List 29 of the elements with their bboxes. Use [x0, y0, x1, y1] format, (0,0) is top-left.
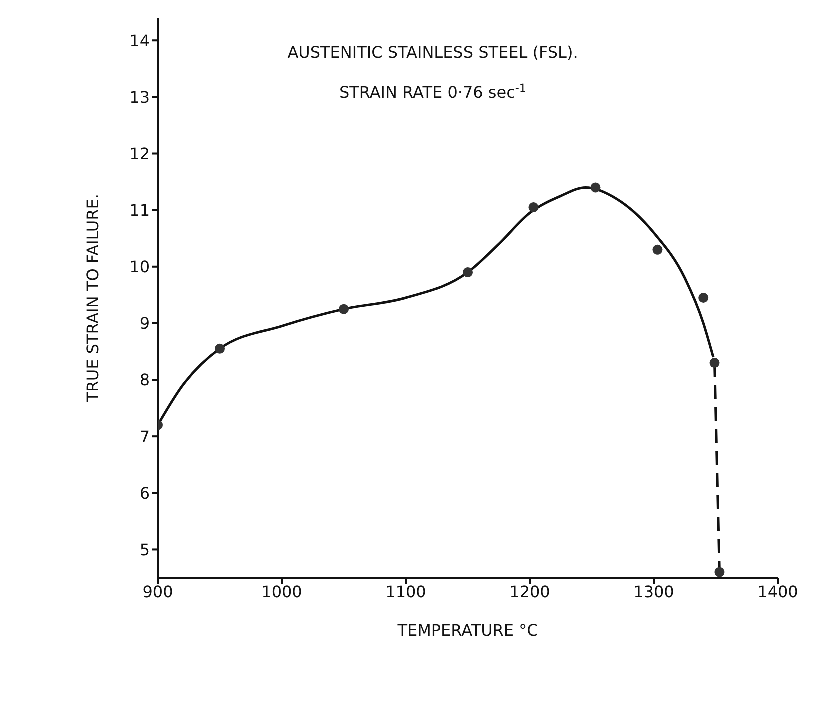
y-tick-label: 5	[140, 540, 150, 560]
point	[528, 202, 539, 212]
x-tick-label: 1300	[634, 582, 674, 602]
y-tick-label: 6	[140, 484, 150, 503]
point	[714, 567, 725, 578]
point	[710, 358, 720, 368]
x-axis-title: TEMPERATURE °C	[396, 621, 538, 640]
y-tick-label: 13	[130, 88, 150, 107]
y-tick-label: 14	[130, 31, 150, 50]
point	[652, 244, 663, 255]
x-tick-label: 1200	[510, 582, 550, 602]
y-tick-label: 8	[140, 370, 150, 390]
y-axis-title: TRUE STRAIN TO FAILURE.	[84, 194, 103, 403]
text: STRAIN RATE 0·76 sec$^{-1}$	[339, 82, 527, 102]
y-tick-label: 10	[130, 258, 150, 277]
x-tick-label: 900	[142, 582, 174, 602]
text: AUSTENITIC STAINLESS STEEL (FSL).	[288, 43, 578, 62]
y-tick-label: 7	[140, 427, 150, 446]
x-tick-label: 1100	[386, 582, 426, 602]
x-tick-label: 1000	[262, 582, 302, 602]
y-tick-label: 11	[130, 201, 150, 220]
y-tick-label: 12	[130, 144, 150, 164]
point	[590, 182, 601, 193]
point	[463, 268, 473, 278]
x-tick-label: 1400	[758, 582, 798, 602]
point	[339, 304, 349, 314]
point	[215, 344, 225, 354]
point	[698, 293, 709, 303]
y-tick-label: 9	[140, 314, 150, 334]
